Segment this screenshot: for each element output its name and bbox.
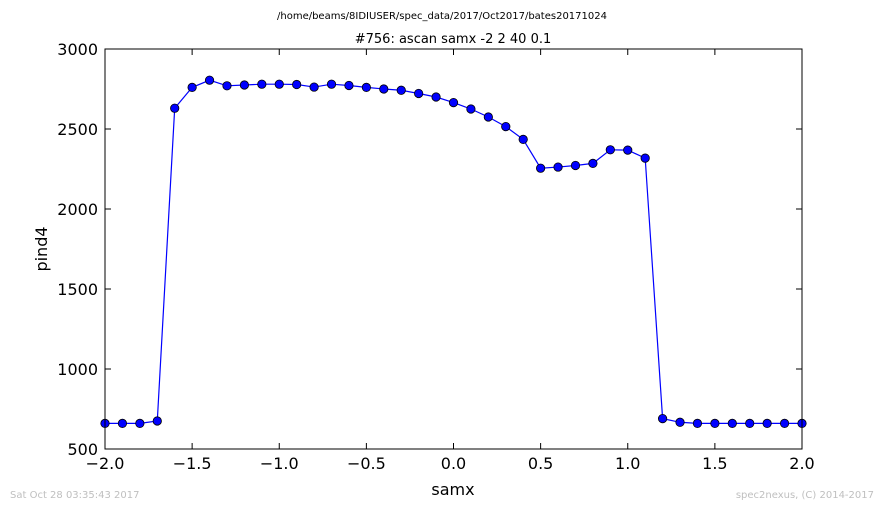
data-point <box>518 134 528 144</box>
data-point <box>379 84 389 94</box>
data-point <box>605 145 615 155</box>
data-point <box>466 104 476 114</box>
data-point <box>187 82 197 93</box>
x-tick-label: 2.0 <box>789 454 814 473</box>
footer-credit: spec2nexus, (C) 2014-2017 <box>736 490 874 501</box>
x-tick-label: −1.5 <box>173 454 212 473</box>
data-point <box>170 103 180 113</box>
plot-frame <box>104 48 803 450</box>
y-axis-label: pind4 <box>32 226 51 271</box>
data-point <box>431 92 441 102</box>
data-point <box>152 416 162 426</box>
chart-suptitle: /home/beams/8IDIUSER/spec_data/2017/Oct2… <box>277 11 607 22</box>
footer-timestamp: Sat Oct 28 03:35:43 2017 <box>10 490 140 501</box>
data-point <box>762 418 772 428</box>
y-tick-label: 500 <box>67 440 98 459</box>
data-point <box>623 145 633 155</box>
y-tick-label: 1500 <box>57 280 98 299</box>
data-point <box>414 88 424 99</box>
data-point <box>222 81 232 91</box>
x-axis-label: samx <box>431 480 474 499</box>
data-point <box>257 79 267 89</box>
data-point <box>692 418 703 428</box>
data-point <box>326 79 337 89</box>
y-tick-label: 3000 <box>57 40 98 59</box>
x-tick-label: −0.5 <box>347 454 386 473</box>
y-tick-label: 2500 <box>57 120 98 139</box>
data-point <box>710 418 720 428</box>
data-point <box>135 418 145 428</box>
x-tick-label: 0.0 <box>441 454 466 473</box>
data-point <box>239 80 249 90</box>
data-point <box>204 75 215 85</box>
data-point <box>483 112 493 122</box>
data-point <box>344 80 354 91</box>
data-point <box>675 417 685 427</box>
y-tick-label: 1000 <box>57 360 98 379</box>
data-point <box>117 418 128 428</box>
data-point <box>588 158 598 168</box>
x-tick-label: −1.0 <box>260 454 299 473</box>
data-point <box>727 418 737 428</box>
data-point <box>292 79 302 90</box>
x-tick-label: 1.5 <box>702 454 727 473</box>
y-tick-label: 2000 <box>57 200 98 219</box>
x-tick-label: 0.5 <box>528 454 553 473</box>
data-point <box>553 162 563 172</box>
data-point <box>779 418 790 428</box>
data-point <box>536 163 546 173</box>
series-line <box>105 79 802 424</box>
data-point <box>396 85 406 95</box>
data-point <box>274 79 284 89</box>
data-point <box>501 122 511 132</box>
data-point <box>657 413 668 424</box>
data-point <box>745 418 755 428</box>
x-tick-label: 1.0 <box>615 454 640 473</box>
x-tick-label: −2.0 <box>86 454 125 473</box>
data-point <box>361 82 371 93</box>
data-point <box>448 98 459 108</box>
chart-title: #756: ascan samx -2 2 40 0.1 <box>355 32 552 47</box>
data-point <box>570 160 581 171</box>
plot-area: −2.0 −1.5 −1.0 −0.5 0.0 0.5 1.0 1.5 2.0 500 1000 15… <box>57 40 814 473</box>
data-point <box>309 82 319 92</box>
data-point <box>640 153 650 163</box>
